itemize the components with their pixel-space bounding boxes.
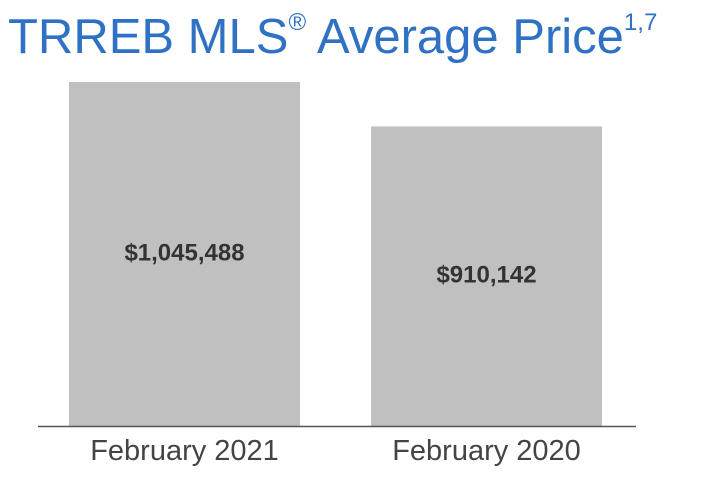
chart-title-main: Average Price xyxy=(317,10,624,64)
bar-value-label-1: $1,045,488 xyxy=(124,239,244,266)
registered-mark: ® xyxy=(288,9,307,36)
labels-group: $1,045,488 February 2021 $910,142 February … xyxy=(90,239,581,467)
chart-title-brand: TRREB MLS xyxy=(8,10,289,64)
bar-1 xyxy=(69,81,300,427)
bars-group xyxy=(69,81,602,427)
bar-value-label-2: $910,142 xyxy=(436,262,536,289)
bar-2 xyxy=(371,126,602,427)
title-footnote: 1,7 xyxy=(623,9,658,36)
chart-title: TRREB MLS® Average Price1,7 xyxy=(8,2,722,72)
category-label-1: February 2021 xyxy=(90,435,279,467)
category-label-2: February 2020 xyxy=(392,435,581,467)
